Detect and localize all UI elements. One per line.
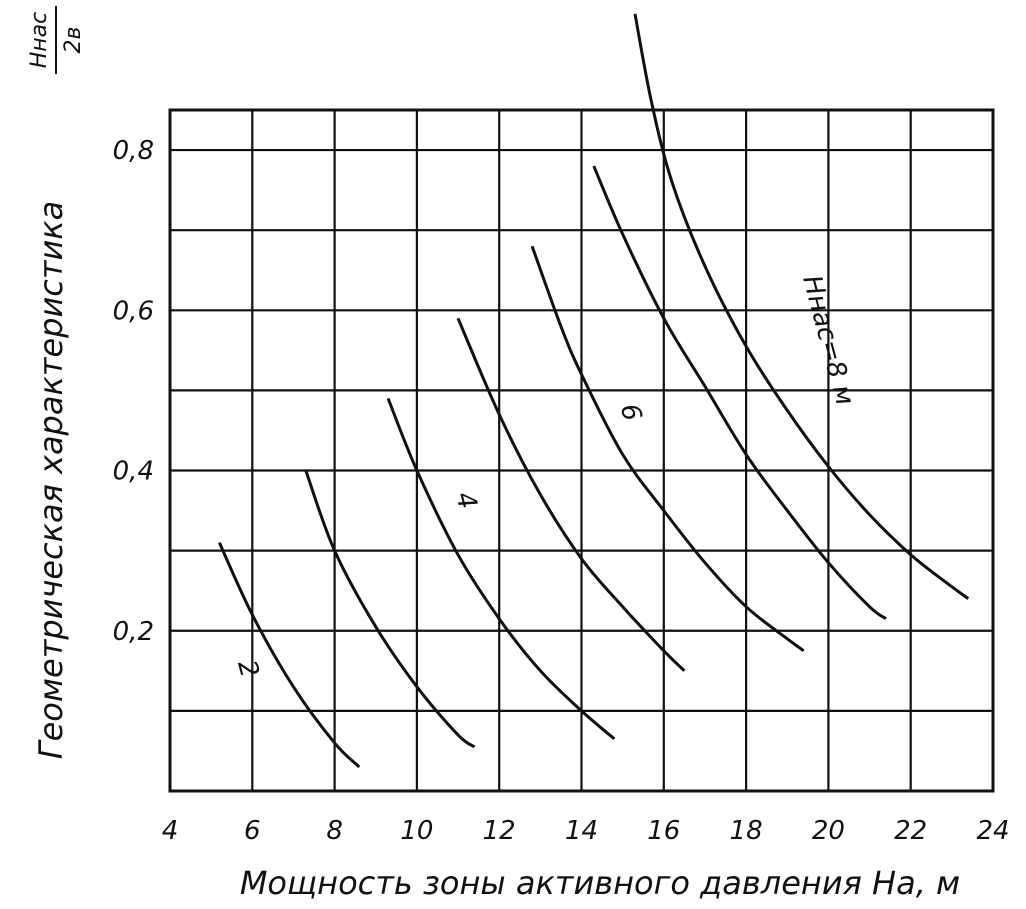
series-label-0: 2 bbox=[231, 657, 264, 681]
x-tick-label-10: 24 bbox=[976, 816, 1009, 846]
series-label-4: 6 bbox=[614, 401, 647, 425]
x-tick-label-2: 8 bbox=[326, 816, 343, 846]
x-tick-label-9: 22 bbox=[894, 816, 927, 846]
curves bbox=[218, 13, 970, 769]
series-label-2: 4 bbox=[449, 489, 482, 513]
x-tick-label-7: 18 bbox=[730, 816, 763, 846]
y-fraction-numerator: Hнас bbox=[27, 12, 52, 69]
y-axis-title: Геометрическая характеристика bbox=[32, 201, 70, 759]
series-line-4 bbox=[530, 245, 805, 653]
y-tick-label-1: 0,4 bbox=[113, 457, 154, 487]
x-tick-label-0: 4 bbox=[162, 816, 179, 846]
x-tick-label-5: 14 bbox=[565, 816, 598, 846]
x-axis-title: Мощность зоны активного давления Hа, м bbox=[240, 864, 960, 902]
x-tick-label-4: 12 bbox=[483, 816, 516, 846]
x-tick-label-6: 16 bbox=[647, 816, 680, 846]
y-tick-labels: 0,2 0,4 0,6 0,8 bbox=[113, 136, 154, 647]
series-line-3 bbox=[456, 317, 686, 672]
x-tick-labels: 4 6 8 10 12 14 16 18 20 22 24 bbox=[162, 816, 1010, 846]
series-line-2 bbox=[386, 397, 616, 741]
y-axis-fraction: Hнас 2в bbox=[27, 6, 86, 74]
y-fraction-denominator: 2в bbox=[61, 27, 86, 54]
y-tick-label-2: 0,6 bbox=[113, 296, 154, 326]
series-line-6 bbox=[633, 13, 970, 600]
y-tick-label-3: 0,8 bbox=[113, 136, 154, 166]
series-line-0 bbox=[218, 541, 361, 769]
series-line-5 bbox=[592, 165, 887, 620]
x-tick-label-1: 6 bbox=[244, 816, 261, 846]
series-label-6: Hнас=8 м bbox=[796, 272, 859, 408]
series-line-1 bbox=[304, 469, 476, 749]
x-tick-label-3: 10 bbox=[400, 816, 433, 846]
curve-labels: 2 4 6 Hнас=8 м bbox=[231, 272, 860, 680]
x-tick-label-8: 20 bbox=[812, 816, 845, 846]
y-tick-label-0: 0,2 bbox=[113, 617, 154, 647]
